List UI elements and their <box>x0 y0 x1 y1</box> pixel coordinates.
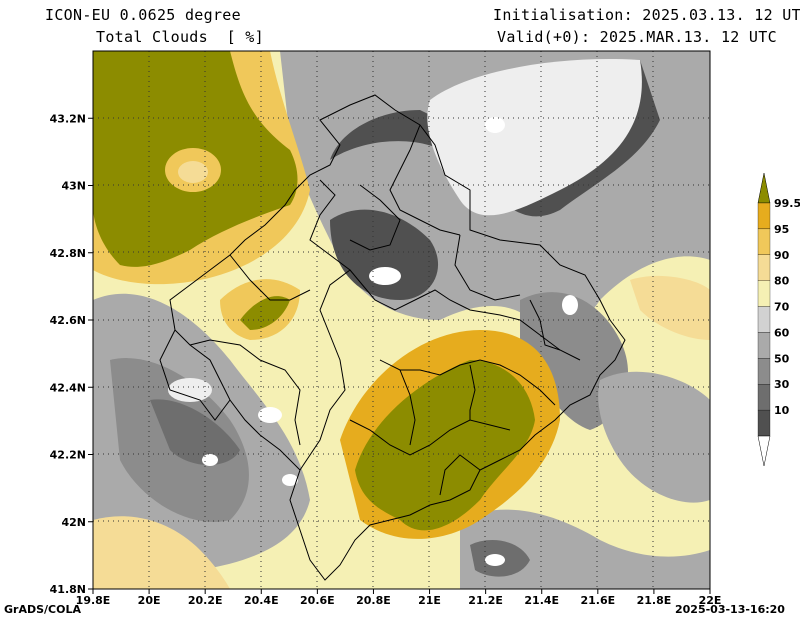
cloud-clear-southeast <box>485 554 505 566</box>
legend-swatch <box>757 228 771 255</box>
legend-label: 80 <box>774 275 790 288</box>
admin-borders <box>159 94 626 581</box>
border-inner-b <box>349 184 401 251</box>
lon-tick-label: 22E <box>699 594 722 607</box>
model-title: ICON-EU 0.0625 degree <box>45 6 241 24</box>
legend-swatch <box>757 254 771 281</box>
cloud-clear-west-2 <box>258 407 282 423</box>
cloud-high-south-west <box>93 516 230 589</box>
border-inner-j <box>159 329 231 421</box>
lat-axis: 43.2N 43N 42.8N 42.6N 42.4N 42.2N 42N 41.8N <box>50 112 93 596</box>
lon-tick-label: 21E <box>418 594 441 607</box>
legend-swatch <box>757 202 771 230</box>
legend-swatch <box>757 409 771 437</box>
legend-label: 30 <box>774 378 790 391</box>
legend-swatch <box>757 358 771 385</box>
lon-tick-label: 20.2E <box>188 594 223 607</box>
border-inner-k <box>439 454 481 496</box>
init-time: Initialisation: 2025.03.13. 12 UTC <box>493 6 800 24</box>
border-north-mac <box>379 359 556 406</box>
cloud-overcast-south <box>355 360 535 531</box>
lat-tick-label: 42.6N <box>50 314 86 327</box>
cloud-clear-north-spot <box>485 117 505 133</box>
cloud-clear-west-1 <box>168 378 212 402</box>
lat-tick-label: 41.8N <box>50 583 86 596</box>
cloud-gray-east-2 <box>598 371 710 503</box>
lon-tick-label: 20.4E <box>244 594 279 607</box>
border-inner-i <box>529 299 561 351</box>
lat-tick-label: 43N <box>61 180 86 193</box>
lon-tick-label: 20E <box>138 594 161 607</box>
legend-label: 10 <box>774 404 790 417</box>
legend-label: 90 <box>774 249 790 262</box>
border-inner-h <box>469 364 476 420</box>
cloud-overcast-center <box>240 296 290 330</box>
legend-label: 70 <box>774 301 790 314</box>
lon-tick-label: 19.8E <box>76 594 111 607</box>
border-inner-c <box>454 234 521 301</box>
lon-tick-label: 21.2E <box>468 594 503 607</box>
legend-swatch <box>757 280 771 307</box>
lat-tick-label: 43.2N <box>50 112 86 125</box>
legend-label: 60 <box>774 326 790 339</box>
cloud-hole-west-inner <box>178 161 208 183</box>
footer-timestamp: 2025-03-13-16:20 <box>675 603 785 616</box>
legend-label: 50 <box>774 352 790 365</box>
lon-tick-label: 21.8E <box>637 594 672 607</box>
cloud-clear-west-4 <box>202 454 218 466</box>
cloud-clear-center <box>369 267 401 285</box>
legend-bottom-arrow <box>757 435 771 467</box>
cloud-clear-east <box>562 295 578 315</box>
lat-tick-label: 42.2N <box>50 449 86 462</box>
valid-time: Valid(+0): 2025.MAR.13. 12 UTC <box>497 28 777 46</box>
cloud-dark-west <box>150 399 240 465</box>
border-inner-g <box>399 369 416 446</box>
footer-credit: GrADS/COLA <box>4 603 81 616</box>
lon-axis: 19.8E 20E 20.2E 20.4E 20.6E 20.8E 21E 21.2E 21.4… <box>76 589 722 607</box>
lon-tick-label: 20.6E <box>300 594 335 607</box>
legend-label: 99.5 <box>774 197 800 210</box>
border-inner-a <box>389 124 461 236</box>
border-inner-d <box>229 254 311 301</box>
legend-label: 95 <box>774 223 789 236</box>
color-legend: 99.5 95 90 80 70 60 50 30 10 <box>757 172 800 467</box>
lon-tick-label: 20.8E <box>356 594 391 607</box>
legend-top-arrow <box>757 172 771 204</box>
lat-tick-label: 42.4N <box>50 381 86 394</box>
legend-swatch <box>757 306 771 333</box>
lat-tick-label: 42N <box>61 516 86 529</box>
cloud-field <box>93 51 710 589</box>
legend-swatch <box>757 384 771 411</box>
lon-tick-label: 21.4E <box>524 594 559 607</box>
border-inner-e <box>189 339 301 446</box>
border-kosovo-west <box>299 179 351 471</box>
border-inner-f <box>349 419 511 456</box>
cloud-clear-north <box>427 59 642 216</box>
cloud-clear-west-3 <box>282 474 298 486</box>
lon-tick-label: 21.6E <box>580 594 615 607</box>
cloud-dark-center <box>330 209 439 300</box>
border-outer <box>169 94 626 581</box>
field-title: Total Clouds [ %] <box>96 28 264 46</box>
cloud-high-east <box>630 275 710 340</box>
lat-tick-label: 42.8N <box>50 247 86 260</box>
legend-swatch <box>757 332 771 359</box>
